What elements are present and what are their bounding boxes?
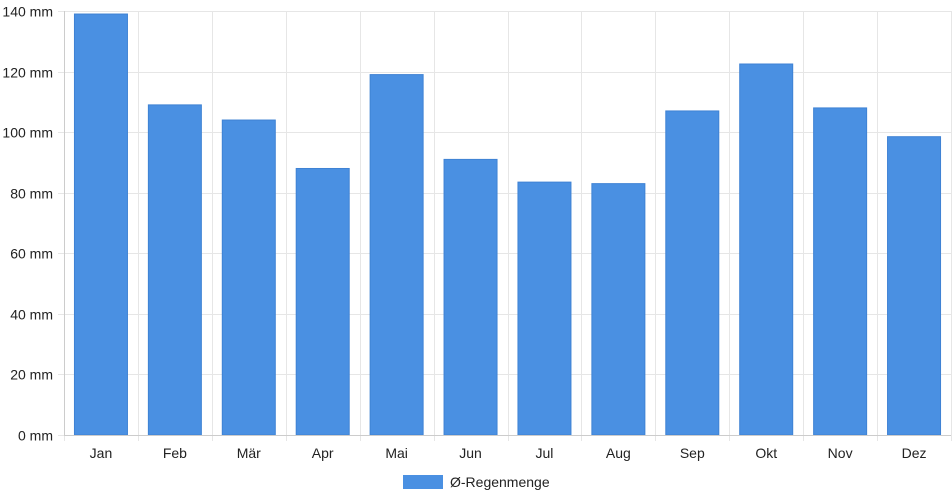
legend-label: Ø-Regenmenge bbox=[450, 474, 550, 490]
x-tick-label: Mai bbox=[385, 445, 408, 461]
x-tick-label: Okt bbox=[755, 445, 777, 461]
legend[interactable]: Ø-Regenmenge bbox=[403, 474, 550, 490]
axis-layer: 0 mm 20 mm 40 mm 60 mm 80 mm 100 mm 120 mm 140 … bbox=[2, 4, 951, 461]
bar-jun[interactable] bbox=[443, 158, 498, 436]
bar-aug[interactable] bbox=[591, 183, 646, 436]
x-tick-label: Feb bbox=[163, 445, 187, 461]
bar-jul[interactable] bbox=[517, 181, 572, 436]
bar-mai[interactable] bbox=[369, 74, 424, 436]
grid-layer bbox=[58, 11, 952, 441]
bar-feb[interactable] bbox=[147, 104, 202, 436]
x-tick-label: Jul bbox=[536, 445, 554, 461]
bar-nov[interactable] bbox=[813, 107, 868, 436]
legend-swatch bbox=[403, 475, 443, 489]
y-tick-label: 100 mm bbox=[2, 125, 53, 141]
y-tick-label: 40 mm bbox=[10, 307, 53, 323]
y-tick-label: 140 mm bbox=[2, 4, 53, 20]
x-tick-label: Jun bbox=[459, 445, 482, 461]
bar-dez[interactable] bbox=[887, 136, 942, 436]
bar-okt[interactable] bbox=[739, 63, 794, 436]
y-tick-label: 60 mm bbox=[10, 246, 53, 262]
bar-apr[interactable] bbox=[295, 167, 350, 436]
bars-layer bbox=[73, 13, 942, 436]
x-tick-label: Nov bbox=[828, 445, 853, 461]
y-tick-label: 120 mm bbox=[2, 65, 53, 81]
y-tick-label: 20 mm bbox=[10, 367, 53, 383]
x-tick-label: Apr bbox=[312, 445, 334, 461]
x-tick-label: Sep bbox=[680, 445, 705, 461]
y-tick-label: 80 mm bbox=[10, 186, 53, 202]
y-tick-label: 0 mm bbox=[18, 428, 53, 444]
x-tick-label: Mär bbox=[237, 445, 261, 461]
bar-mär[interactable] bbox=[221, 119, 276, 436]
bar-sep[interactable] bbox=[665, 110, 720, 436]
x-tick-label: Jan bbox=[90, 445, 113, 461]
bar-jan[interactable] bbox=[73, 13, 128, 436]
x-tick-label: Aug bbox=[606, 445, 631, 461]
x-tick-label: Dez bbox=[902, 445, 927, 461]
